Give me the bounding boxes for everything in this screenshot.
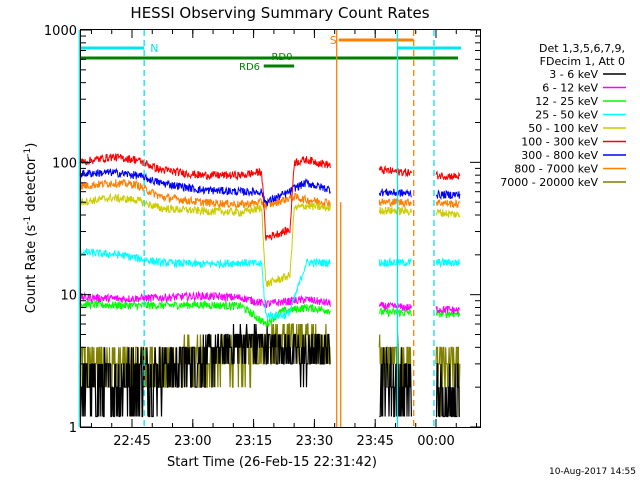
- series-1-segment-1: [378, 301, 412, 312]
- chart-title: HESSI Observing Summary Count Rates: [130, 4, 429, 22]
- y-tick-label-2: 100: [52, 156, 77, 171]
- legend-header-1: Det 1,3,5,6,7,9,: [539, 42, 625, 55]
- flag-n-label: N: [150, 42, 158, 55]
- x-tick-label-5: 00:00: [417, 434, 454, 449]
- flag-s-label: S: [330, 34, 337, 47]
- series-2-segment-1: [379, 306, 412, 318]
- series-0-segment-1: [379, 347, 412, 418]
- flag-rd0-label: RD0: [271, 52, 292, 63]
- legend-label-1: 6 - 12 keV: [542, 82, 598, 95]
- x-tick-label-2: 23:15: [235, 434, 272, 449]
- axis-ticks: 22:45 23:00 23:15 23:30 23:45 00:00 1 10 100 1000: [44, 24, 480, 449]
- series-5-segment-1: [378, 164, 412, 178]
- x-tick-label-4: 23:45: [356, 434, 393, 449]
- series-6-segment-2: [435, 189, 461, 201]
- series-0-segment-0: [79, 323, 331, 418]
- footer-timestamp: 10-Aug-2017 14:55: [549, 467, 636, 477]
- series-4-segment-1: [378, 206, 412, 217]
- y-label-main: Count Rate (s: [24, 225, 39, 314]
- series-4-segment-2: [435, 208, 461, 218]
- data-series: [78, 153, 461, 418]
- series-3-segment-1: [378, 256, 412, 268]
- legend-label-6: 300 - 800 keV: [521, 149, 598, 162]
- series-6-segment-0: [78, 167, 331, 207]
- legend-label-7: 800 - 7000 keV: [514, 163, 598, 176]
- series-4-segment-0: [78, 192, 331, 288]
- legend-label-5: 100 - 300 keV: [521, 136, 598, 149]
- time-markers: [78, 30, 435, 427]
- legend-label-4: 50 - 100 keV: [528, 122, 598, 135]
- series-7-segment-0: [78, 178, 331, 210]
- series-2-segment-2: [435, 309, 461, 319]
- y-label-sup2: -1: [23, 148, 33, 157]
- legend-label-3: 25 - 50 keV: [535, 109, 598, 122]
- flag-rd6-label: RD6: [239, 62, 260, 73]
- legend: Det 1,3,5,6,7,9, FDecim 1, Att 0 3 - 6 k…: [500, 42, 626, 189]
- series-6-segment-1: [378, 188, 412, 198]
- series-3-segment-2: [435, 257, 461, 269]
- x-tick-label-1: 23:00: [174, 434, 211, 449]
- series-5-segment-2: [435, 170, 461, 181]
- series-0-segment-2: [435, 363, 460, 418]
- plot-frame: [80, 29, 481, 428]
- series-5-segment-0: [78, 153, 331, 241]
- y-label-mid: detector: [24, 156, 39, 216]
- y-axis-label: Count Rate (s-1 detector-1): [23, 143, 39, 314]
- y-label-sup1: -1: [23, 216, 33, 225]
- series-1-segment-2: [435, 305, 460, 314]
- series-7-segment-2: [435, 198, 461, 208]
- legend-label-8: 7000 - 20000 keV: [500, 176, 598, 189]
- legend-label-2: 12 - 25 keV: [535, 95, 598, 108]
- y-tick-label-1: 10: [60, 289, 77, 304]
- x-tick-label-0: 22:45: [113, 434, 150, 449]
- flag-bars: N S RD0 RD6: [79, 34, 462, 73]
- legend-label-0: 3 - 6 keV: [549, 68, 598, 81]
- y-tick-label-3: 1000: [44, 24, 77, 39]
- x-axis-label: Start Time (26-Feb-15 22:31:42): [167, 455, 377, 470]
- series-7-segment-1: [378, 198, 412, 209]
- series-1-segment-0: [78, 290, 331, 309]
- y-label-end: ): [24, 143, 39, 148]
- legend-header-2: FDecim 1, Att 0: [540, 55, 625, 68]
- series-3-segment-0: [78, 247, 331, 321]
- x-tick-label-3: 23:30: [296, 434, 333, 449]
- y-tick-label-0: 1: [69, 421, 77, 436]
